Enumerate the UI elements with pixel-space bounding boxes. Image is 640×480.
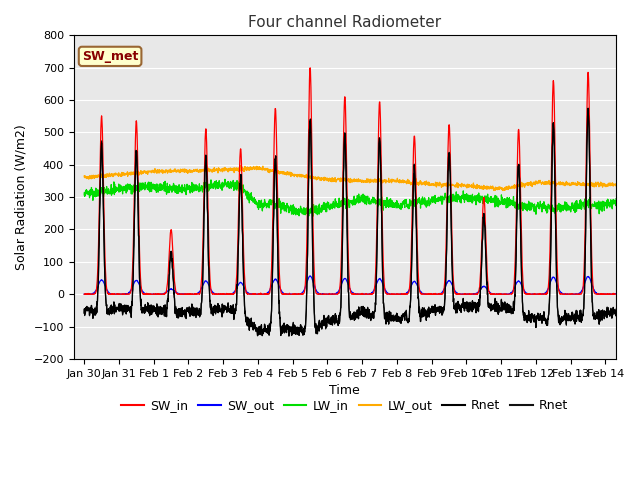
Text: SW_met: SW_met <box>82 50 138 63</box>
X-axis label: Time: Time <box>330 384 360 397</box>
Y-axis label: Solar Radiation (W/m2): Solar Radiation (W/m2) <box>15 124 28 270</box>
Legend: SW_in, SW_out, LW_in, LW_out, Rnet, Rnet: SW_in, SW_out, LW_in, LW_out, Rnet, Rnet <box>116 395 573 418</box>
Title: Four channel Radiometer: Four channel Radiometer <box>248 15 442 30</box>
